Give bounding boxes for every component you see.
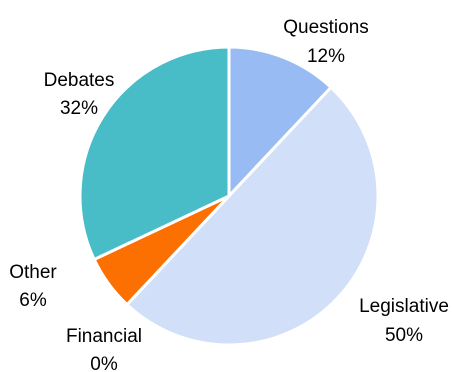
label-debates-name: Debates (44, 70, 115, 91)
label-legislative-value: 50% (385, 325, 423, 346)
slice-debates (78, 45, 231, 261)
label-debates-value: 32% (60, 98, 98, 119)
label-other-value: 6% (19, 290, 47, 311)
slice-questions (227, 45, 333, 198)
label-questions-name: Questions (283, 17, 369, 38)
label-other-name: Other (9, 262, 57, 283)
label-questions-value: 12% (307, 46, 345, 67)
label-financial-name: Financial (66, 326, 142, 347)
slice-legislative (125, 85, 380, 347)
label-financial: Financial 0% (66, 326, 142, 372)
label-legislative-name: Legislative (359, 296, 449, 317)
label-questions: Questions 12% (283, 17, 369, 67)
label-debates: Debates 32% (44, 70, 115, 119)
label-legislative: Legislative 50% (359, 296, 449, 346)
slices-layer (78, 45, 380, 347)
label-other: Other 6% (9, 262, 57, 311)
label-financial-value: 0% (90, 354, 118, 372)
